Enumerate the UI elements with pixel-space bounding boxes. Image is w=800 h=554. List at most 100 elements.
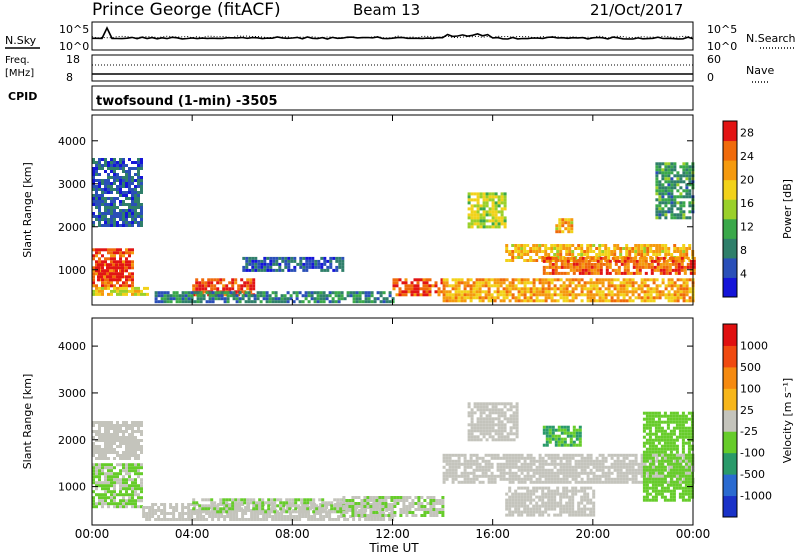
power-cell <box>637 287 641 291</box>
power-cell <box>128 251 131 255</box>
velocity-cell <box>265 515 269 518</box>
power-cell <box>307 294 311 298</box>
velocity-cell <box>178 518 182 521</box>
power-cell <box>143 292 146 296</box>
power-cell <box>493 290 497 294</box>
velocity-cell <box>131 499 134 503</box>
power-cell <box>656 256 660 260</box>
power-cell <box>128 284 131 288</box>
velocity-cell <box>226 515 230 518</box>
velocity-cell <box>128 499 131 503</box>
velocity-cell <box>562 480 566 484</box>
velocity-cell <box>435 508 439 511</box>
power-cell <box>692 265 696 269</box>
power-cell <box>101 248 104 252</box>
velocity-cell <box>574 489 578 493</box>
velocity-cell <box>575 434 579 438</box>
velocity-cell <box>316 512 320 515</box>
velocity-cell <box>648 477 652 481</box>
power-cell <box>451 296 455 300</box>
power-cell <box>122 179 125 182</box>
power-cell <box>569 262 573 266</box>
power-cell <box>370 294 374 298</box>
power-cell <box>125 248 128 252</box>
velocity-cell <box>642 435 646 439</box>
power-cell <box>664 213 668 217</box>
velocity-cell <box>426 502 430 505</box>
power-cell <box>572 259 576 263</box>
power-cell <box>110 269 113 273</box>
velocity-cell <box>319 503 323 506</box>
power-cell <box>331 297 335 301</box>
power-cell <box>673 204 677 208</box>
power-cell <box>101 188 104 191</box>
velocity-cell <box>499 465 503 469</box>
power-cell <box>502 296 506 300</box>
velocity-cell <box>370 503 374 506</box>
power-cell <box>638 262 642 266</box>
power-cell <box>673 195 677 199</box>
velocity-cell <box>557 434 561 438</box>
velocity-cell <box>637 471 641 475</box>
power-cell <box>101 197 104 200</box>
power-cell <box>131 221 134 224</box>
velocity-cell <box>267 498 271 502</box>
velocity-cell <box>488 402 492 406</box>
power-cell <box>195 284 199 288</box>
power-cell <box>616 296 620 300</box>
velocity-cell <box>349 515 353 518</box>
power-cell <box>116 286 119 290</box>
velocity-cell <box>560 443 564 447</box>
power-cell <box>604 278 608 282</box>
power-cell <box>154 294 158 298</box>
power-cell <box>169 294 173 298</box>
power-cell <box>500 213 504 217</box>
velocity-cell <box>580 468 584 472</box>
velocity-cell <box>420 502 424 505</box>
velocity-cell <box>384 502 388 505</box>
velocity-cell <box>557 428 561 432</box>
power-cell <box>163 294 167 298</box>
power-cell <box>134 188 137 191</box>
velocity-cell <box>463 477 467 481</box>
power-cell <box>92 257 95 261</box>
power-cell <box>632 256 636 260</box>
power-cell <box>469 287 473 291</box>
power-cell <box>613 278 617 282</box>
velocity-cell <box>107 463 110 467</box>
velocity-cell <box>119 424 122 427</box>
velocity-cell <box>553 504 557 508</box>
velocity-cell <box>414 496 418 499</box>
power-cell <box>529 299 533 303</box>
power-cell <box>137 212 140 215</box>
power-cell <box>664 186 668 190</box>
velocity-cell <box>500 402 504 406</box>
velocity-cell <box>122 505 125 509</box>
velocity-cell <box>583 456 587 460</box>
power-cell <box>677 262 681 266</box>
power-cell <box>567 224 571 228</box>
power-cell <box>328 294 332 298</box>
velocity-cell <box>408 508 412 511</box>
velocity-cell <box>595 462 599 466</box>
power-cell <box>634 244 638 247</box>
velocity-cell <box>131 469 134 473</box>
velocity-cell <box>505 504 509 508</box>
velocity-cell <box>435 502 439 505</box>
power-cell <box>589 284 593 288</box>
velocity-cell <box>104 493 107 497</box>
power-cell <box>494 192 498 196</box>
velocity-cell <box>137 505 140 509</box>
power-cell <box>667 192 671 196</box>
power-cell <box>558 227 562 231</box>
power-cell <box>122 218 125 221</box>
power-cell <box>110 185 113 188</box>
velocity-cell <box>451 474 455 478</box>
velocity-cell <box>226 512 230 515</box>
velocity-cell <box>366 496 370 499</box>
power-cell <box>659 262 663 266</box>
velocity-cell <box>145 506 149 509</box>
velocity-cell <box>125 436 128 439</box>
velocity-cell <box>640 462 644 466</box>
velocity-cell <box>645 498 649 502</box>
